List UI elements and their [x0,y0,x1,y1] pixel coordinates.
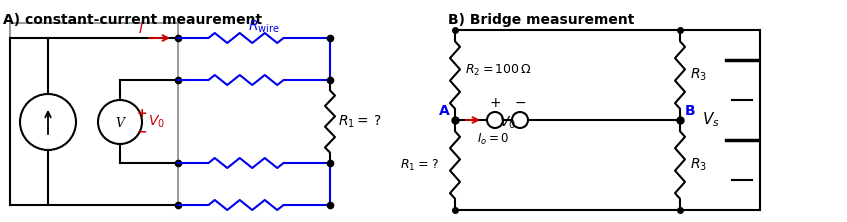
Bar [10,23,178,205]
Text: $R_1 = \,?$: $R_1 = \,?$ [338,113,382,130]
Text: $V_0$: $V_0$ [148,114,165,130]
Text: A) constant-current meaurement: A) constant-current meaurement [3,13,262,27]
Text: $I$: $I$ [138,22,144,36]
Text: $R_2 = 100\,\Omega$: $R_2 = 100\,\Omega$ [465,62,532,77]
Text: $I_o = 0$: $I_o = 0$ [477,132,509,147]
Text: −: − [136,125,147,139]
Text: $R_3$: $R_3$ [690,157,707,173]
Text: V: V [115,117,125,129]
Text: $V_s$: $V_s$ [702,111,720,129]
Text: $R_3$: $R_3$ [690,67,707,83]
Text: B: B [685,104,695,118]
Text: $V_0$: $V_0$ [499,115,516,131]
Text: B) Bridge measurement: B) Bridge measurement [448,13,634,27]
Text: A: A [440,104,450,118]
Text: $R_1 = \,?$: $R_1 = \,?$ [401,157,440,172]
Text: +: + [136,107,147,119]
Text: −: − [514,96,526,110]
Text: $R_\mathrm{wire}$: $R_\mathrm{wire}$ [248,19,280,35]
Text: +: + [490,96,501,110]
